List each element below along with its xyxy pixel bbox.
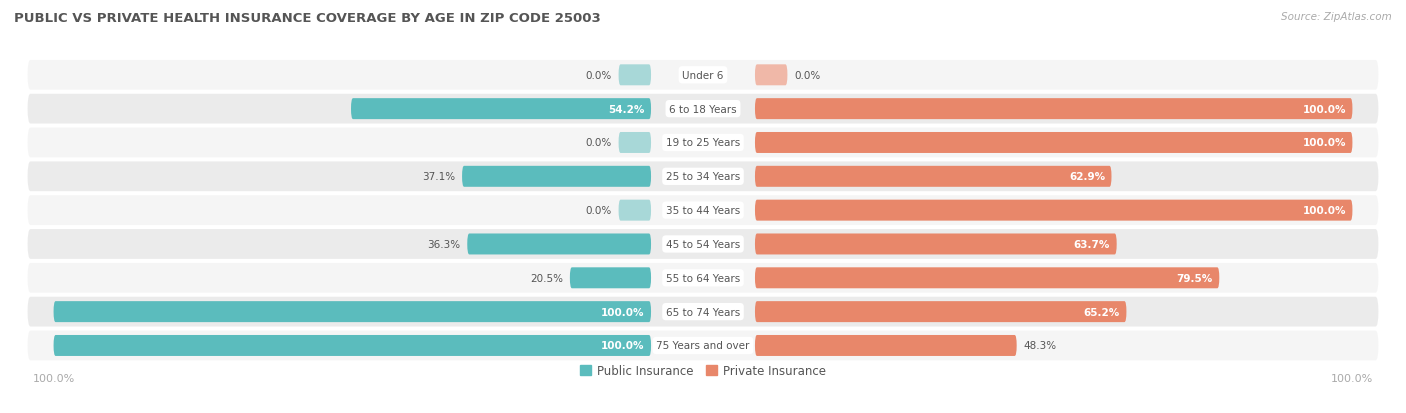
FancyBboxPatch shape	[619, 200, 651, 221]
FancyBboxPatch shape	[755, 166, 1112, 188]
Text: 37.1%: 37.1%	[422, 172, 456, 182]
Text: 63.7%: 63.7%	[1074, 240, 1111, 249]
FancyBboxPatch shape	[28, 331, 1378, 361]
Text: 25 to 34 Years: 25 to 34 Years	[666, 172, 740, 182]
FancyBboxPatch shape	[619, 65, 651, 86]
Text: 54.2%: 54.2%	[609, 104, 644, 114]
FancyBboxPatch shape	[755, 99, 1353, 120]
Text: Under 6: Under 6	[682, 71, 724, 81]
Text: 6 to 18 Years: 6 to 18 Years	[669, 104, 737, 114]
Text: 62.9%: 62.9%	[1069, 172, 1105, 182]
Text: 45 to 54 Years: 45 to 54 Years	[666, 240, 740, 249]
Text: 0.0%: 0.0%	[794, 71, 820, 81]
Text: Source: ZipAtlas.com: Source: ZipAtlas.com	[1281, 12, 1392, 22]
Text: 0.0%: 0.0%	[586, 138, 612, 148]
Text: 75 Years and over: 75 Years and over	[657, 341, 749, 351]
Text: 0.0%: 0.0%	[586, 71, 612, 81]
FancyBboxPatch shape	[463, 166, 651, 188]
Text: 35 to 44 Years: 35 to 44 Years	[666, 206, 740, 216]
FancyBboxPatch shape	[28, 128, 1378, 158]
FancyBboxPatch shape	[28, 196, 1378, 225]
Text: 19 to 25 Years: 19 to 25 Years	[666, 138, 740, 148]
FancyBboxPatch shape	[352, 99, 651, 120]
Text: 36.3%: 36.3%	[427, 240, 461, 249]
Text: 100.0%: 100.0%	[1302, 138, 1346, 148]
Text: 65.2%: 65.2%	[1084, 307, 1121, 317]
FancyBboxPatch shape	[28, 263, 1378, 293]
Text: 100.0%: 100.0%	[1302, 206, 1346, 216]
FancyBboxPatch shape	[755, 234, 1116, 255]
Text: 65 to 74 Years: 65 to 74 Years	[666, 307, 740, 317]
Legend: Public Insurance, Private Insurance: Public Insurance, Private Insurance	[579, 364, 827, 377]
FancyBboxPatch shape	[28, 230, 1378, 259]
FancyBboxPatch shape	[28, 297, 1378, 327]
Text: 100.0%: 100.0%	[1302, 104, 1346, 114]
FancyBboxPatch shape	[755, 301, 1126, 322]
FancyBboxPatch shape	[28, 162, 1378, 192]
Text: 100.0%: 100.0%	[600, 341, 644, 351]
Text: 55 to 64 Years: 55 to 64 Years	[666, 273, 740, 283]
Text: 100.0%: 100.0%	[600, 307, 644, 317]
FancyBboxPatch shape	[569, 268, 651, 289]
FancyBboxPatch shape	[755, 335, 1017, 356]
Text: 0.0%: 0.0%	[586, 206, 612, 216]
Text: PUBLIC VS PRIVATE HEALTH INSURANCE COVERAGE BY AGE IN ZIP CODE 25003: PUBLIC VS PRIVATE HEALTH INSURANCE COVER…	[14, 12, 600, 25]
Text: 79.5%: 79.5%	[1177, 273, 1213, 283]
Text: 20.5%: 20.5%	[530, 273, 564, 283]
FancyBboxPatch shape	[53, 301, 651, 322]
FancyBboxPatch shape	[28, 61, 1378, 90]
Text: 48.3%: 48.3%	[1024, 341, 1056, 351]
FancyBboxPatch shape	[53, 335, 651, 356]
FancyBboxPatch shape	[755, 200, 1353, 221]
FancyBboxPatch shape	[619, 133, 651, 154]
FancyBboxPatch shape	[755, 268, 1219, 289]
FancyBboxPatch shape	[467, 234, 651, 255]
FancyBboxPatch shape	[755, 133, 1353, 154]
FancyBboxPatch shape	[755, 65, 787, 86]
FancyBboxPatch shape	[28, 95, 1378, 124]
